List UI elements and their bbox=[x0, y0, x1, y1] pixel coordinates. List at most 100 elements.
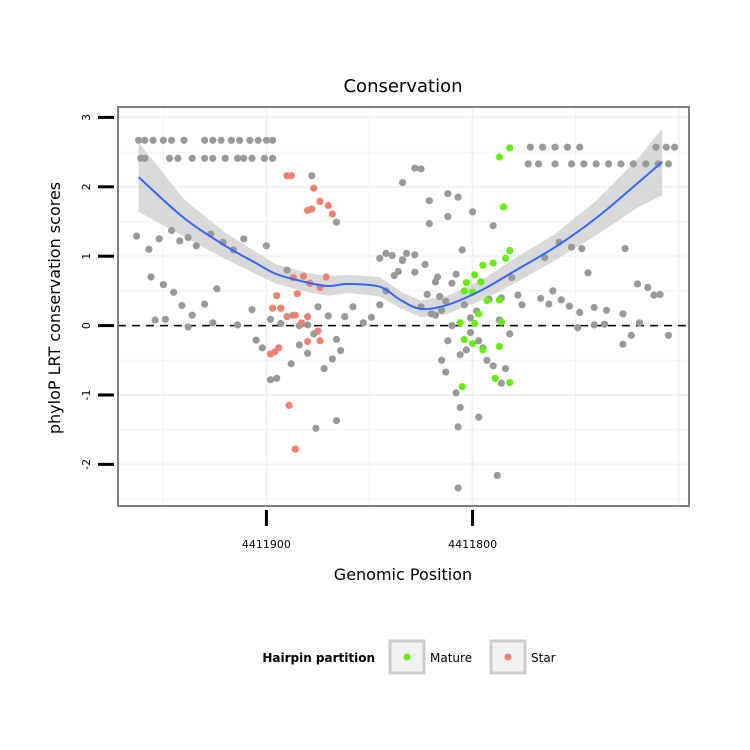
point-other bbox=[580, 160, 588, 168]
point-other bbox=[600, 320, 609, 328]
point-star bbox=[304, 337, 312, 346]
point-other bbox=[174, 154, 182, 162]
point-other bbox=[438, 356, 446, 364]
point-other bbox=[489, 362, 497, 370]
point-star bbox=[314, 327, 322, 335]
point-other bbox=[537, 294, 545, 303]
x-tick-label: 4411900 bbox=[242, 538, 291, 551]
point-other bbox=[576, 308, 584, 316]
point-other bbox=[234, 321, 242, 329]
point-other bbox=[367, 313, 376, 321]
point-other bbox=[287, 360, 295, 368]
point-other bbox=[619, 340, 627, 348]
point-star bbox=[273, 292, 281, 300]
point-other bbox=[567, 160, 576, 168]
point-mature bbox=[471, 271, 479, 279]
point-other bbox=[240, 235, 248, 243]
point-other bbox=[425, 220, 433, 228]
point-other bbox=[565, 302, 574, 310]
point-other bbox=[170, 288, 178, 296]
point-other bbox=[664, 331, 673, 339]
point-other bbox=[551, 143, 559, 151]
point-other bbox=[534, 160, 543, 168]
point-other bbox=[590, 321, 598, 329]
point-other bbox=[656, 290, 664, 298]
point-other bbox=[627, 331, 635, 339]
point-star bbox=[328, 210, 336, 218]
point-other bbox=[563, 143, 572, 151]
point-other bbox=[629, 160, 637, 168]
point-other bbox=[184, 323, 192, 331]
point-other bbox=[456, 403, 464, 412]
point-other bbox=[159, 281, 167, 289]
point-star bbox=[297, 319, 306, 327]
point-other bbox=[462, 346, 470, 354]
chart-title: Conservation bbox=[343, 76, 462, 97]
point-other bbox=[248, 154, 256, 162]
point-other bbox=[526, 143, 534, 151]
point-star bbox=[293, 290, 301, 298]
point-other bbox=[621, 245, 629, 253]
point-other bbox=[633, 280, 642, 288]
point-other bbox=[642, 160, 650, 168]
point-other bbox=[549, 287, 557, 295]
point-other bbox=[431, 311, 440, 319]
point-other bbox=[411, 251, 419, 259]
point-mature bbox=[495, 153, 503, 161]
y-tick-label: 3 bbox=[80, 114, 93, 121]
point-other bbox=[578, 245, 586, 253]
smooth-line bbox=[137, 161, 663, 311]
y-tick-label: -2 bbox=[80, 459, 93, 470]
point-other bbox=[605, 160, 613, 168]
point-mature bbox=[462, 279, 470, 287]
point-other bbox=[227, 136, 235, 144]
point-other bbox=[635, 319, 644, 327]
point-other bbox=[359, 319, 367, 327]
point-other bbox=[248, 306, 256, 314]
point-other bbox=[539, 143, 547, 151]
series-star bbox=[266, 172, 336, 453]
point-mature bbox=[469, 340, 477, 348]
point-star bbox=[310, 184, 318, 192]
point-other bbox=[475, 413, 483, 421]
point-other bbox=[332, 335, 341, 344]
legend-label-star: Star bbox=[531, 651, 556, 665]
point-mature bbox=[501, 254, 510, 262]
point-other bbox=[475, 337, 483, 345]
point-other bbox=[421, 260, 429, 269]
point-other bbox=[398, 179, 407, 187]
point-other bbox=[168, 226, 176, 235]
x-axis-title: Genomic Position bbox=[334, 565, 472, 584]
point-other bbox=[213, 285, 221, 293]
point-other bbox=[518, 301, 526, 309]
series-other bbox=[133, 136, 679, 492]
point-mature bbox=[506, 378, 514, 387]
point-other bbox=[262, 242, 270, 250]
point-other bbox=[545, 300, 553, 308]
point-other bbox=[283, 266, 291, 274]
point-other bbox=[217, 136, 225, 144]
point-other bbox=[341, 313, 349, 321]
point-star bbox=[269, 304, 277, 312]
point-other bbox=[452, 389, 460, 397]
point-other bbox=[133, 232, 141, 240]
point-other bbox=[454, 423, 462, 431]
point-other bbox=[664, 160, 673, 168]
point-other bbox=[489, 222, 497, 230]
point-other bbox=[260, 154, 268, 162]
point-other bbox=[151, 316, 159, 324]
axis-ticks: -2 -1 0 1 2 3 4411900 4411800 bbox=[80, 114, 497, 551]
point-other bbox=[209, 136, 217, 144]
point-star bbox=[291, 445, 299, 453]
point-other bbox=[551, 160, 559, 168]
point-other bbox=[155, 235, 163, 243]
point-other bbox=[497, 379, 505, 387]
point-other bbox=[448, 279, 456, 287]
point-other bbox=[314, 303, 322, 311]
point-other bbox=[337, 347, 345, 355]
point-other bbox=[417, 165, 425, 173]
point-mature bbox=[456, 319, 464, 327]
point-mature bbox=[475, 310, 483, 318]
point-star bbox=[277, 304, 285, 312]
